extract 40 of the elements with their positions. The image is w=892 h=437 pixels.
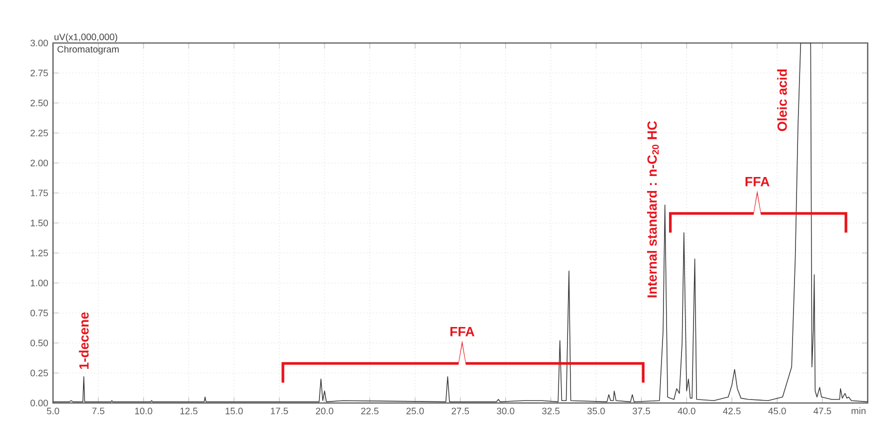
y-tick-label: 2.00 — [30, 160, 48, 166]
annotation: FFA — [746, 177, 770, 186]
annotation: Oleic acid — [777, 69, 787, 132]
x-tick-label: 10.0 — [135, 408, 152, 414]
line-series — [53, 43, 868, 402]
x-tick-label: 45.0 — [768, 408, 786, 414]
y-tick-label: 1.50 — [30, 220, 48, 226]
annotation: 1-decene — [78, 312, 89, 369]
y-tick-label: 2.75 — [30, 70, 48, 76]
x-tick-label: 17.5 — [270, 408, 288, 414]
x-tick-label: 37.5 — [632, 408, 650, 414]
y-tick-label: 3.00 — [30, 40, 48, 46]
x-tick-label: 27.5 — [452, 408, 470, 414]
y-tick-label: 0.25 — [30, 370, 48, 376]
y-tick-label: 0.00 — [30, 400, 48, 406]
x-tick-label: 30.0 — [496, 408, 514, 414]
x-tick-label: 40.0 — [678, 408, 696, 414]
x-tick-label: 15.0 — [226, 408, 243, 414]
annotation: Internal standard : n-C$_{20}$ HC — [647, 121, 659, 298]
y-tick-label: 0.75 — [30, 310, 48, 316]
x-tick-label: 7.5 — [92, 408, 104, 414]
y-tick-label: 2.50 — [30, 100, 48, 106]
y-axis-title: uV(x1,000,000) — [54, 33, 118, 42]
x-tick-label: 35.0 — [587, 408, 605, 414]
y-tick-label: 1.00 — [30, 280, 48, 286]
x-tick-label: 20.0 — [316, 408, 334, 414]
y-tick-label: 0.50 — [30, 340, 48, 346]
x-tick-label: 32.5 — [542, 408, 560, 414]
x-axis-title: min — [852, 407, 866, 414]
y-tick-label: 1.75 — [30, 190, 48, 196]
x-tick-label: 12.5 — [180, 408, 198, 414]
chart-title: Chromatogram — [58, 46, 119, 54]
y-tick-label: 2.25 — [30, 130, 48, 136]
x-tick-label: 25.0 — [406, 408, 424, 414]
x-tick-label: 22.5 — [361, 408, 378, 414]
x-tick-label: 47.5 — [814, 408, 832, 414]
x-tick-label: 42.5 — [723, 408, 741, 414]
x-tick-label: 5.0 — [46, 408, 60, 414]
y-tick-label: 1.25 — [30, 250, 48, 256]
annotation: FFA — [450, 327, 474, 336]
